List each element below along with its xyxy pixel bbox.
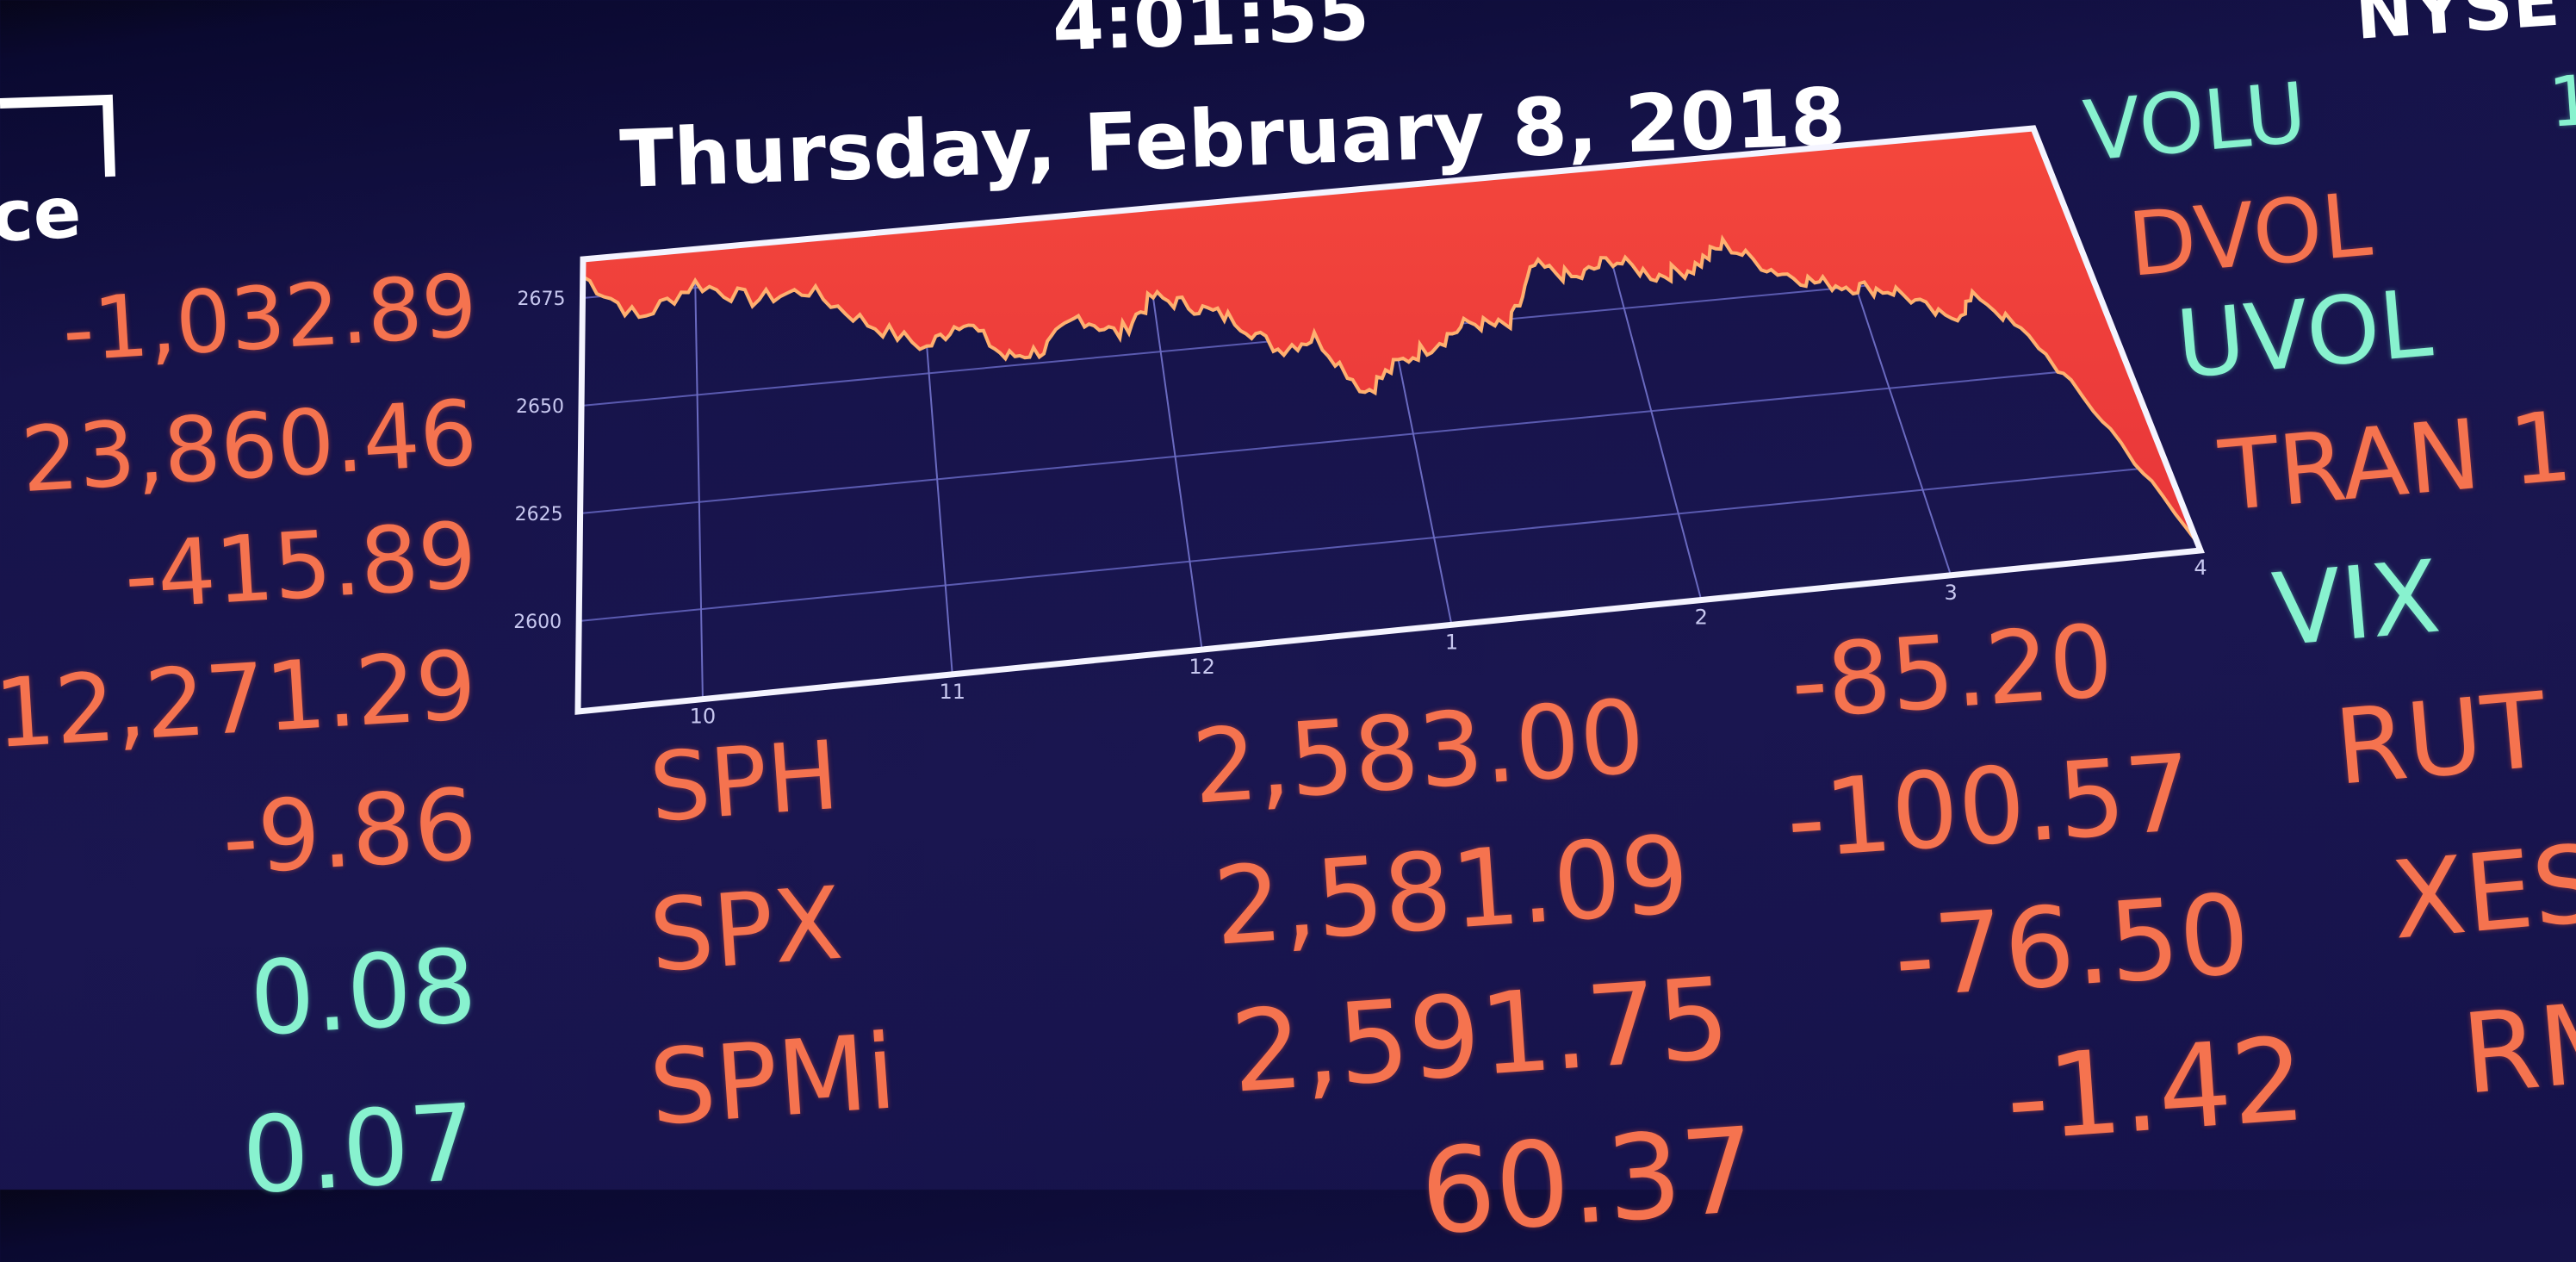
left-value: 23,860.46 (17, 380, 480, 513)
left-value: 0.08 (246, 926, 481, 1059)
x-tick-label: 12 (1189, 655, 1215, 679)
quote-symbol: SPMi (646, 1012, 900, 1149)
quote-value: 60.37 (1416, 1103, 1760, 1262)
y-tick-label: 2625 (515, 504, 563, 525)
y-tick-label: 2600 (513, 612, 562, 633)
quote-symbol: SPX (646, 865, 847, 995)
left-value: -9.86 (219, 767, 481, 897)
x-tick-label: 3 (1945, 581, 1958, 605)
index-label: XES (2387, 822, 2576, 964)
x-tick-label: 10 (690, 705, 717, 729)
quote-symbol: SPH (646, 719, 842, 843)
left-value: 12,271.29 (0, 630, 480, 770)
left-value: 0.07 (239, 1081, 481, 1218)
index-label: VOLU (2080, 64, 2311, 180)
x-tick-label: 2 (1695, 606, 1708, 630)
index-label: VIX (2269, 538, 2445, 669)
index-label: RM (2457, 976, 2576, 1120)
quote-value: 2,591.75 (1226, 952, 1734, 1118)
quote-value: 2,583.00 (1189, 676, 1649, 827)
quote-change: -76.50 (1890, 870, 2254, 1023)
index-label: UVOL (2172, 270, 2436, 400)
price-line (581, 234, 2199, 544)
left-value: -1,032.89 (59, 255, 480, 382)
quote-change: -85.20 (1787, 603, 2117, 742)
chart-frame (574, 125, 2205, 715)
quote-change: -1.42 (2002, 1012, 2310, 1167)
y-gridline (579, 465, 2168, 622)
index-label: DVOL (2124, 173, 2375, 297)
x-tick-label: 11 (939, 680, 965, 704)
y-tick-label: 2650 (516, 396, 564, 418)
x-tick-label: 1 (1445, 630, 1458, 654)
quote-value: 2,581.09 (1209, 812, 1693, 970)
logo-bracket-icon (0, 0, 2576, 1190)
y-tick-label: 2675 (517, 289, 565, 310)
price-area (582, 128, 2198, 543)
index-label: RUT (2330, 670, 2551, 809)
index-label: TRAN 1 (2215, 390, 2576, 533)
quote-change: -100.57 (1783, 731, 2196, 882)
left-value: -415.89 (121, 502, 480, 630)
x-gridline (693, 249, 704, 699)
y-gridline (580, 364, 2128, 514)
x-tick-label: 4 (2194, 556, 2207, 580)
